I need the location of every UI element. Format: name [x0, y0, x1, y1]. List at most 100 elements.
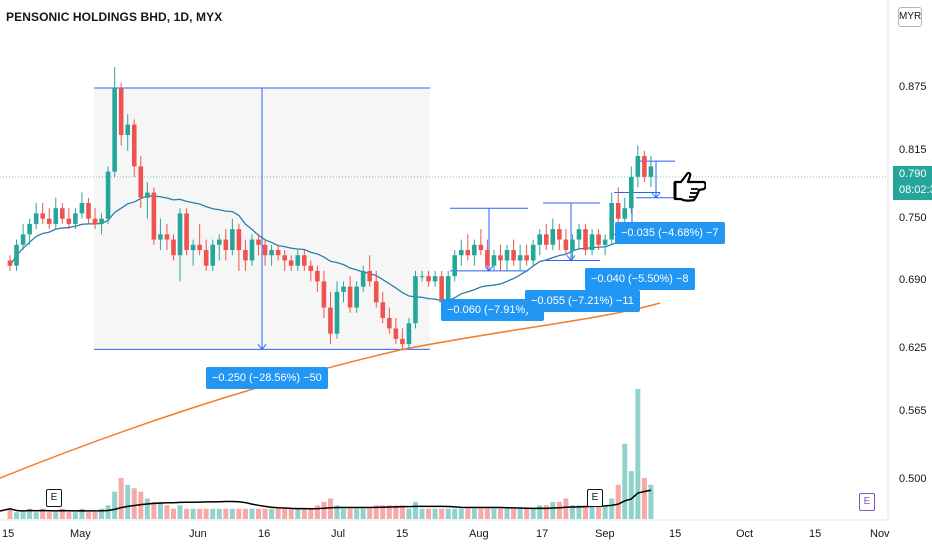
candle-body — [184, 213, 189, 251]
candle-body — [262, 244, 268, 256]
volume-bar — [504, 508, 510, 519]
candle-body — [439, 276, 444, 303]
candle-body — [118, 88, 124, 136]
volume-bar — [118, 477, 124, 519]
volume-bar — [223, 508, 229, 519]
current-price-tag: 0.790 08:02:3 — [893, 166, 932, 200]
time-tick-label: May — [70, 528, 91, 540]
volume-bar — [550, 501, 556, 519]
earnings-marker[interactable]: E — [46, 489, 62, 507]
volume-bar — [543, 505, 549, 519]
candle-body — [563, 239, 569, 251]
measure-label[interactable]: −0.060 (−7.91%) − — [441, 299, 545, 321]
candle-body — [622, 208, 628, 219]
moving-average-long — [0, 302, 661, 479]
volume-bar — [256, 508, 262, 519]
candle-body — [53, 208, 59, 224]
current-price-value: 0.790 — [899, 168, 927, 180]
candle-body — [609, 202, 614, 240]
candle-body — [190, 244, 196, 251]
candle-body — [308, 265, 314, 271]
candle-body — [33, 213, 39, 224]
volume-bar — [125, 484, 131, 519]
time-tick-label: 15 — [809, 528, 822, 540]
earnings-marker-upcoming[interactable]: E — [859, 493, 875, 511]
volume-bar — [426, 508, 432, 519]
volume-bar — [216, 508, 222, 519]
candle-body — [236, 229, 242, 251]
candle-body — [66, 218, 72, 224]
volume-bar — [635, 389, 641, 519]
volume-bar — [314, 505, 320, 519]
candle-body — [321, 281, 327, 308]
volume-bar — [569, 505, 575, 519]
moving-average-short — [9, 195, 652, 302]
measure-label[interactable]: −0.035 (−4.68%) −7 — [615, 222, 725, 244]
candle-body — [275, 250, 281, 256]
candle-body — [92, 218, 98, 224]
volume-bar — [419, 508, 425, 519]
earnings-marker[interactable]: E — [587, 489, 603, 507]
volume-bar — [537, 505, 543, 519]
measure-label[interactable]: −0.055 (−7.21%) −11 — [525, 290, 640, 312]
volume-bar — [171, 508, 176, 519]
measure-label[interactable]: −0.250 (−28.56%) −50 — [206, 367, 328, 389]
volume-bar — [92, 512, 98, 519]
candle-body — [40, 213, 45, 219]
volume-bar — [478, 508, 484, 519]
candle-body — [79, 202, 85, 214]
volume-bar — [517, 508, 523, 519]
volume-bar — [184, 508, 190, 519]
volume-bar — [648, 484, 654, 519]
volume-bar — [288, 508, 294, 519]
candle-body — [530, 244, 536, 261]
measure-label[interactable]: −0.040 (−5.50%) −8 — [585, 268, 695, 290]
candle-body — [635, 155, 641, 177]
volume-bar — [452, 508, 458, 519]
candle-body — [210, 244, 216, 266]
candle-body — [223, 239, 229, 251]
time-tick-label: 15 — [669, 528, 682, 540]
candle-body — [328, 307, 333, 334]
volume-bar — [399, 505, 405, 519]
volume-bar — [33, 512, 39, 519]
volume-bar — [249, 508, 255, 519]
candle-body — [315, 270, 320, 282]
candle-body — [629, 176, 634, 209]
volume-bar — [583, 505, 589, 519]
price-tick-label: 0.500 — [899, 473, 927, 485]
candle-body — [373, 281, 379, 303]
candle-body — [171, 239, 176, 256]
candle-body — [158, 234, 163, 240]
volume-bar — [484, 508, 490, 519]
volume-bar — [367, 508, 373, 519]
candle-body — [615, 202, 621, 219]
measure-arrow — [566, 255, 576, 262]
volume-bar — [301, 508, 307, 519]
candle-body — [491, 255, 497, 266]
candle-body — [164, 234, 170, 240]
candle-body — [14, 244, 19, 266]
volume-bar — [20, 512, 26, 519]
candle-body — [576, 229, 582, 240]
candle-body — [177, 213, 183, 256]
volume-bar — [602, 505, 608, 519]
candle-body — [511, 250, 516, 261]
currency-button[interactable]: MYR — [898, 7, 922, 27]
candle-body — [400, 338, 405, 345]
candle-body — [413, 276, 418, 324]
volume-ma-line — [0, 489, 652, 512]
price-tick-label: 0.565 — [899, 405, 927, 418]
price-tick-label: 0.815 — [899, 143, 927, 156]
candle-body — [642, 155, 647, 177]
candle-body — [302, 255, 307, 266]
volume-bar — [295, 508, 301, 519]
volume-bar — [327, 498, 333, 519]
candle-body — [648, 166, 654, 177]
candle-body — [360, 270, 366, 287]
time-tick-label: Aug — [469, 528, 489, 540]
volume-bar — [262, 508, 268, 519]
candle-body — [589, 234, 595, 251]
candle-body — [517, 255, 523, 261]
